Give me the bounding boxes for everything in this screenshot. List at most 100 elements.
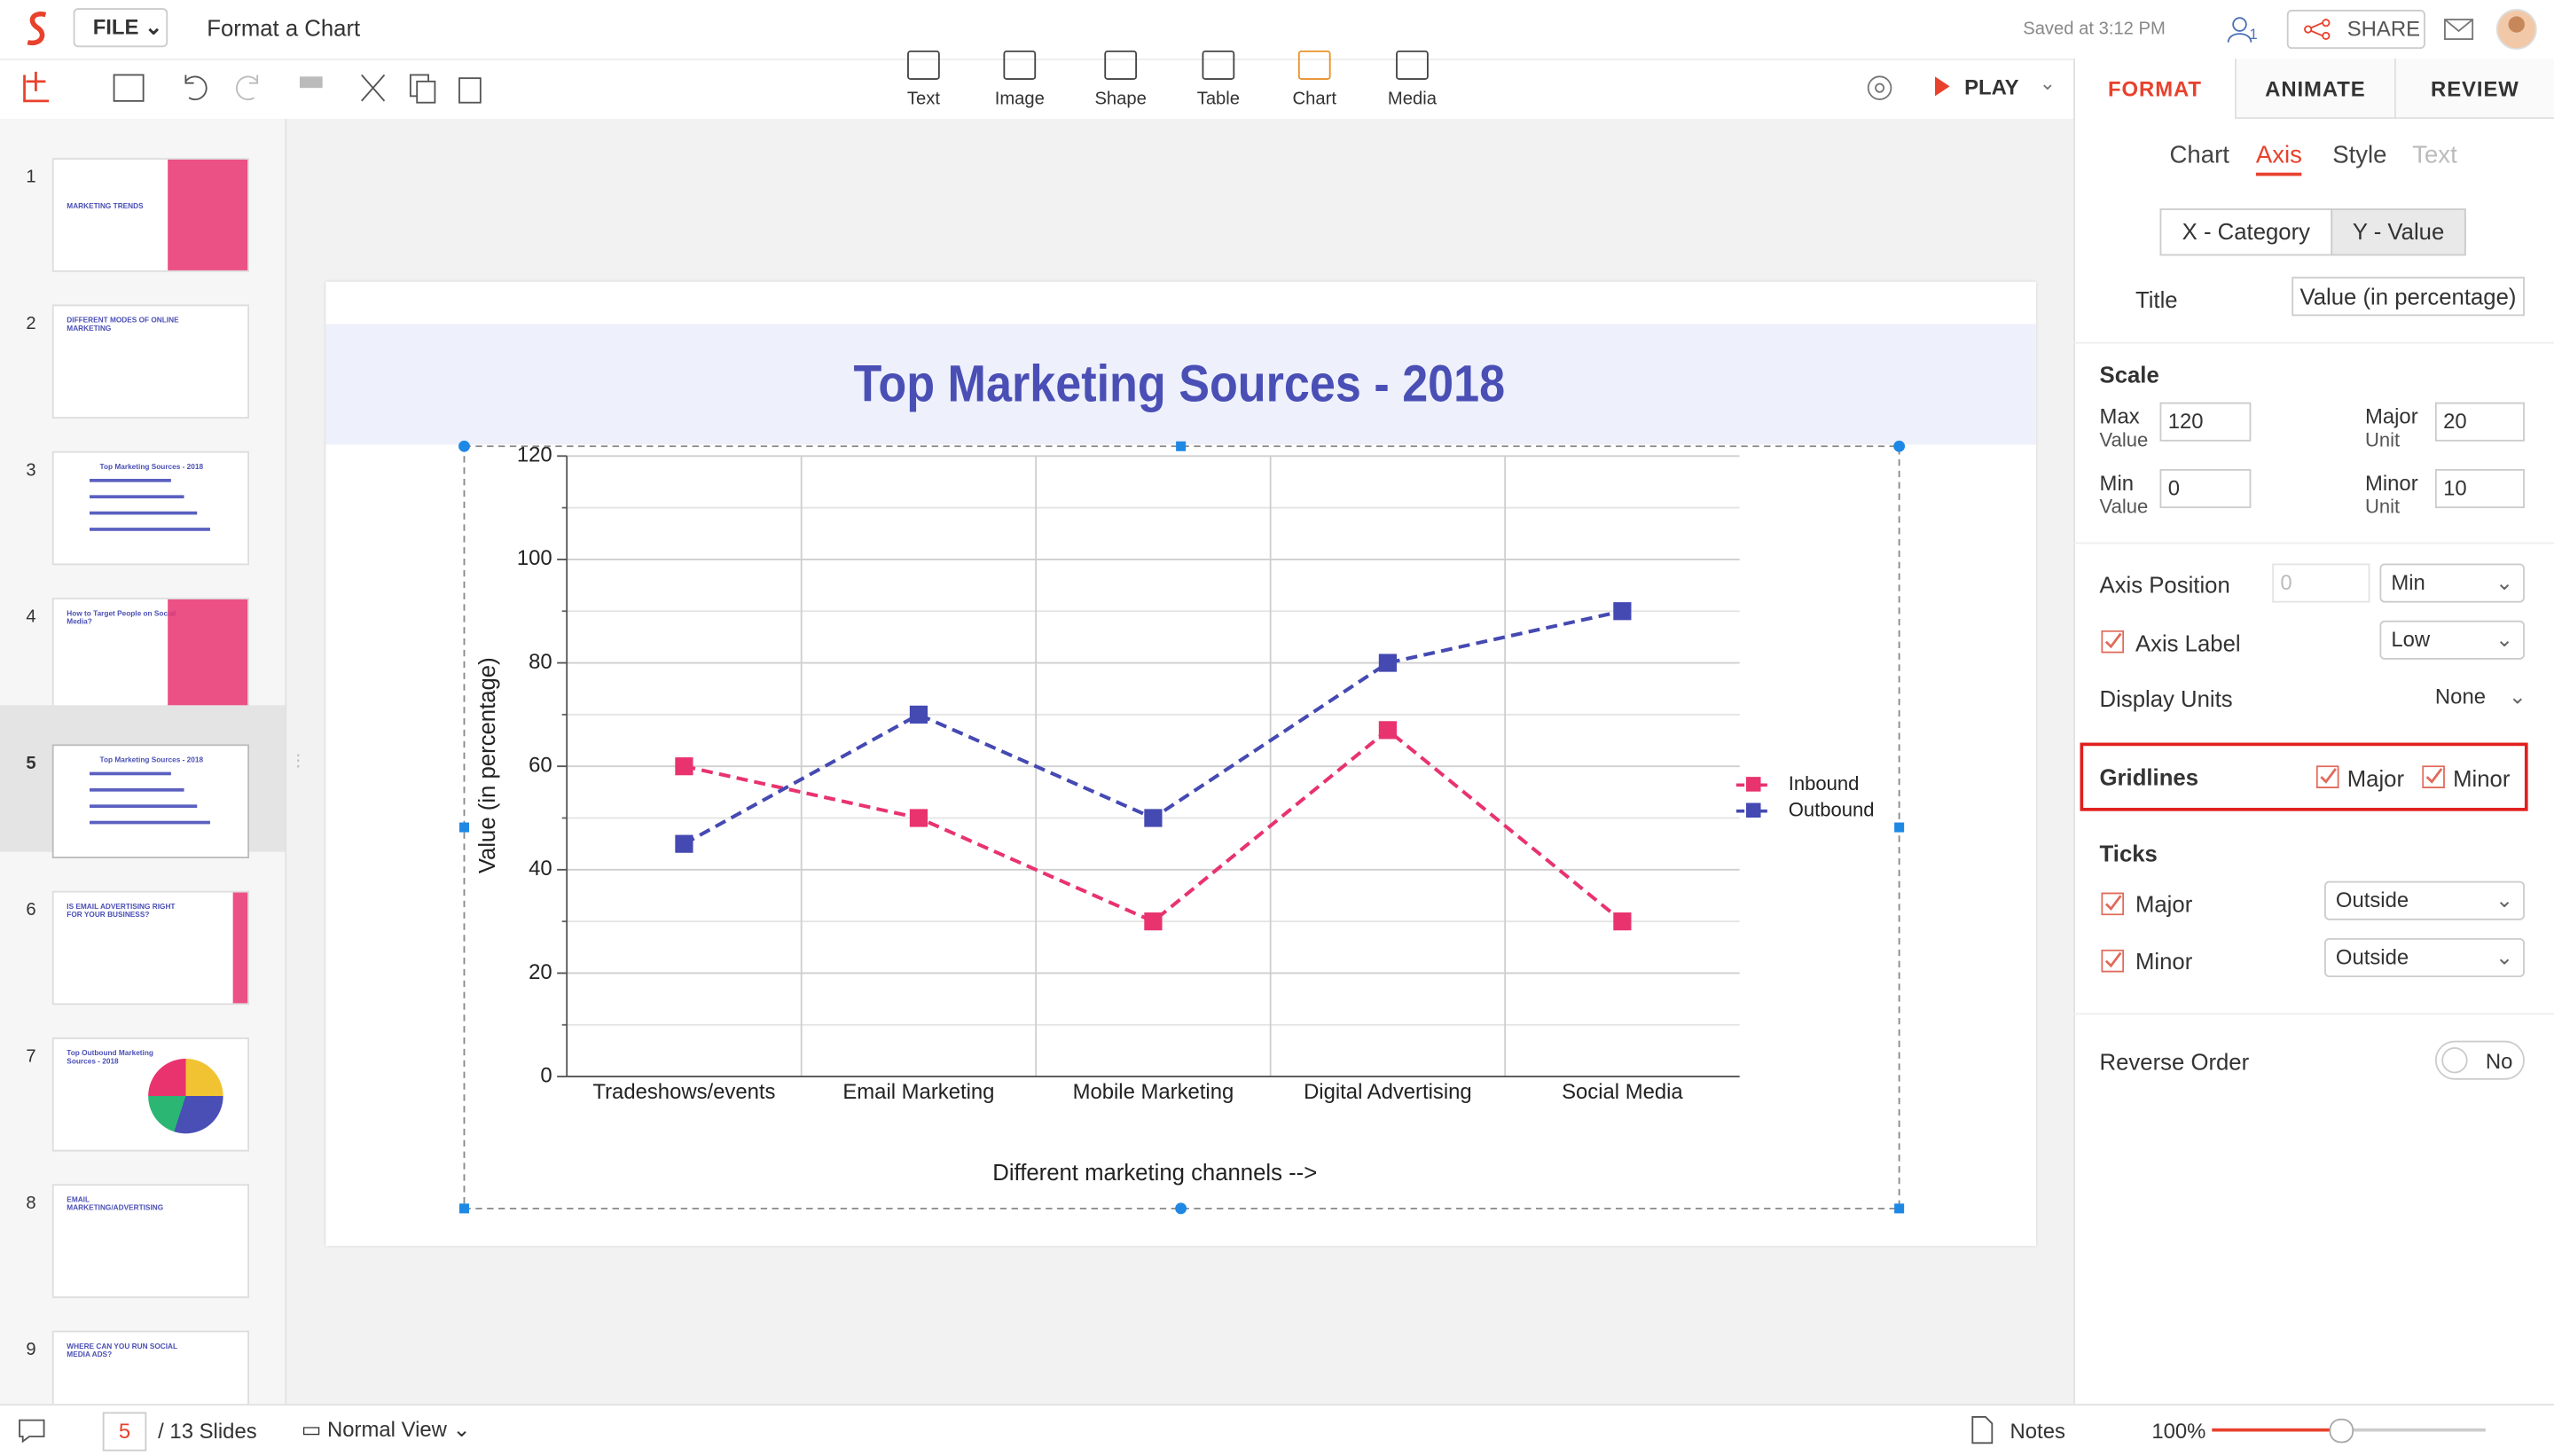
slide-number[interactable]: 6 xyxy=(26,900,36,920)
panel-resizer[interactable]: ⋮ xyxy=(289,752,307,771)
resize-handle[interactable] xyxy=(1894,1203,1905,1214)
layout-icon[interactable] xyxy=(113,74,145,102)
notes-button[interactable]: Notes xyxy=(2010,1418,2065,1444)
ticks-major-select[interactable]: Outside ⌄ xyxy=(2324,881,2525,920)
share-button[interactable]: SHARE xyxy=(2286,10,2425,50)
slide-thumbnail[interactable]: Top Marketing Sources - 2018 xyxy=(51,744,250,858)
y-axis-title: Value (in percentage) xyxy=(475,657,500,873)
new-slide-icon[interactable] xyxy=(23,71,50,103)
slide-thumbnail[interactable]: IS EMAIL ADVERTISING RIGHT FOR YOUR BUSI… xyxy=(51,890,250,1006)
resize-handle[interactable] xyxy=(1176,441,1187,451)
y-value-button[interactable]: Y - Value xyxy=(2331,208,2466,256)
divider xyxy=(2073,542,2554,544)
panel-subtab[interactable]: Axis xyxy=(2255,142,2302,176)
edit-tools xyxy=(23,71,482,104)
thumb-bar xyxy=(90,495,184,499)
logo[interactable] xyxy=(23,10,52,49)
gridlines-minor-checkbox[interactable] xyxy=(2422,765,2445,788)
slide-number[interactable]: 2 xyxy=(26,314,36,334)
insert-tool[interactable]: Media xyxy=(1372,50,1453,115)
panel-tab[interactable]: FORMAT xyxy=(2075,59,2236,120)
series-marker xyxy=(1613,912,1632,931)
slide-thumbnail[interactable]: MARKETING TRENDS xyxy=(51,158,250,272)
gridlines-major-checkbox[interactable] xyxy=(2315,765,2339,788)
minor-unit-label: Minor Unit xyxy=(2365,472,2418,518)
slide-number[interactable]: 1 xyxy=(26,168,36,188)
x-tick-label: Email Marketing xyxy=(842,1080,994,1104)
user-avatar[interactable] xyxy=(2495,8,2538,51)
insert-tool[interactable]: Table xyxy=(1178,50,1259,115)
panel-tab[interactable]: ANIMATE xyxy=(2235,59,2395,120)
x-category-button[interactable]: X - Category xyxy=(2159,208,2333,256)
resize-handle[interactable] xyxy=(1893,440,1906,452)
tool-label: Shape xyxy=(1094,90,1147,110)
insert-tool[interactable]: Image xyxy=(979,50,1061,115)
ticks-minor-checkbox[interactable] xyxy=(2101,949,2125,973)
mail-icon[interactable] xyxy=(2443,15,2479,44)
comments-icon[interactable] xyxy=(16,1415,49,1444)
slide-number[interactable]: 9 xyxy=(26,1340,36,1360)
slide-thumbnail[interactable]: Top Outbound Marketing Sources - 2018 xyxy=(51,1037,250,1152)
max-label-line: Max xyxy=(2099,403,2140,429)
file-menu[interactable]: FILE ⌄ xyxy=(73,8,168,48)
format-painter-icon[interactable] xyxy=(299,76,323,89)
axis-label-checkbox[interactable] xyxy=(2101,630,2125,654)
insert-tool[interactable]: Shape xyxy=(1080,50,1162,115)
resize-handle[interactable] xyxy=(458,440,470,452)
tool-icon xyxy=(1104,50,1138,81)
panel-tab[interactable]: REVIEW xyxy=(2394,59,2554,120)
undo-icon[interactable] xyxy=(184,74,208,100)
ticks-major-checkbox[interactable] xyxy=(2101,892,2125,916)
max-label-line: Value xyxy=(2099,428,2149,451)
major-unit-label: Major Unit xyxy=(2365,404,2418,450)
resize-handle[interactable] xyxy=(458,1203,469,1214)
slide-number[interactable]: 5 xyxy=(26,754,36,774)
min-input[interactable]: 0 xyxy=(2159,468,2252,509)
resize-handle[interactable] xyxy=(1894,822,1905,833)
cut-icon[interactable] xyxy=(361,74,386,102)
insert-tool[interactable]: Chart xyxy=(1273,50,1355,115)
settings-icon[interactable] xyxy=(1863,72,1896,105)
thumb-bar xyxy=(90,804,198,809)
doc-title[interactable]: Format a Chart xyxy=(207,14,361,41)
redo-icon[interactable] xyxy=(236,74,259,100)
title-input[interactable]: Value (in percentage) xyxy=(2292,277,2525,317)
slide-thumbnail[interactable]: DIFFERENT MODES OF ONLINE MARKETING xyxy=(51,304,250,419)
insert-tool[interactable]: Text xyxy=(883,50,965,115)
slide-thumbnail[interactable]: Top Marketing Sources - 2018 xyxy=(51,450,250,566)
resize-handle[interactable] xyxy=(458,822,469,833)
play-button[interactable]: PLAY xyxy=(1964,74,2019,100)
major-input[interactable]: 20 xyxy=(2434,402,2525,442)
play-options[interactable]: ⌄ xyxy=(2039,71,2057,95)
slide-thumbnail[interactable]: EMAIL MARKETING/ADVERTISING xyxy=(51,1184,250,1298)
share-icon xyxy=(2304,19,2331,41)
panel-subtab[interactable]: Style xyxy=(2332,141,2387,170)
status-bar xyxy=(0,1404,2554,1456)
axis-position-select[interactable]: Min ⌄ xyxy=(2379,563,2525,603)
paste-icon[interactable] xyxy=(458,77,482,104)
legend-marker xyxy=(1745,802,1761,818)
view-select[interactable]: ▭ Normal View ⌄ xyxy=(301,1416,471,1442)
min-label-line: Value xyxy=(2099,495,2149,519)
slide-number[interactable]: 4 xyxy=(26,607,36,628)
slide-number[interactable]: 3 xyxy=(26,460,36,481)
collaborators-icon[interactable] xyxy=(2225,13,2268,49)
tool-label: Media xyxy=(1387,90,1437,110)
slide-number[interactable]: 7 xyxy=(26,1047,36,1068)
slide-number[interactable]: 8 xyxy=(26,1194,36,1214)
minor-input[interactable]: 10 xyxy=(2434,468,2525,509)
zoom-slider-thumb[interactable] xyxy=(2329,1418,2354,1444)
resize-handle[interactable] xyxy=(1175,1202,1187,1215)
panel-subtab[interactable]: Chart xyxy=(2169,141,2229,170)
max-input[interactable]: 120 xyxy=(2159,402,2252,442)
panel-subtab[interactable]: Text xyxy=(2412,141,2457,170)
slide-thumbnail[interactable]: WHERE CAN YOU RUN SOCIAL MEDIA ADS? xyxy=(51,1330,250,1405)
reverse-order-toggle[interactable]: No xyxy=(2434,1040,2525,1080)
axis-label-select[interactable]: Low ⌄ xyxy=(2379,620,2525,660)
slide-thumbnail[interactable]: How to Target People on Social Media? xyxy=(51,598,250,712)
display-units-select[interactable]: None ⌄ xyxy=(2434,684,2527,708)
current-slide-input[interactable]: 5 xyxy=(102,1412,147,1452)
axis-position-input[interactable]: 0 xyxy=(2272,563,2370,603)
ticks-minor-select[interactable]: Outside ⌄ xyxy=(2324,937,2525,978)
tool-label: Text xyxy=(906,90,940,110)
